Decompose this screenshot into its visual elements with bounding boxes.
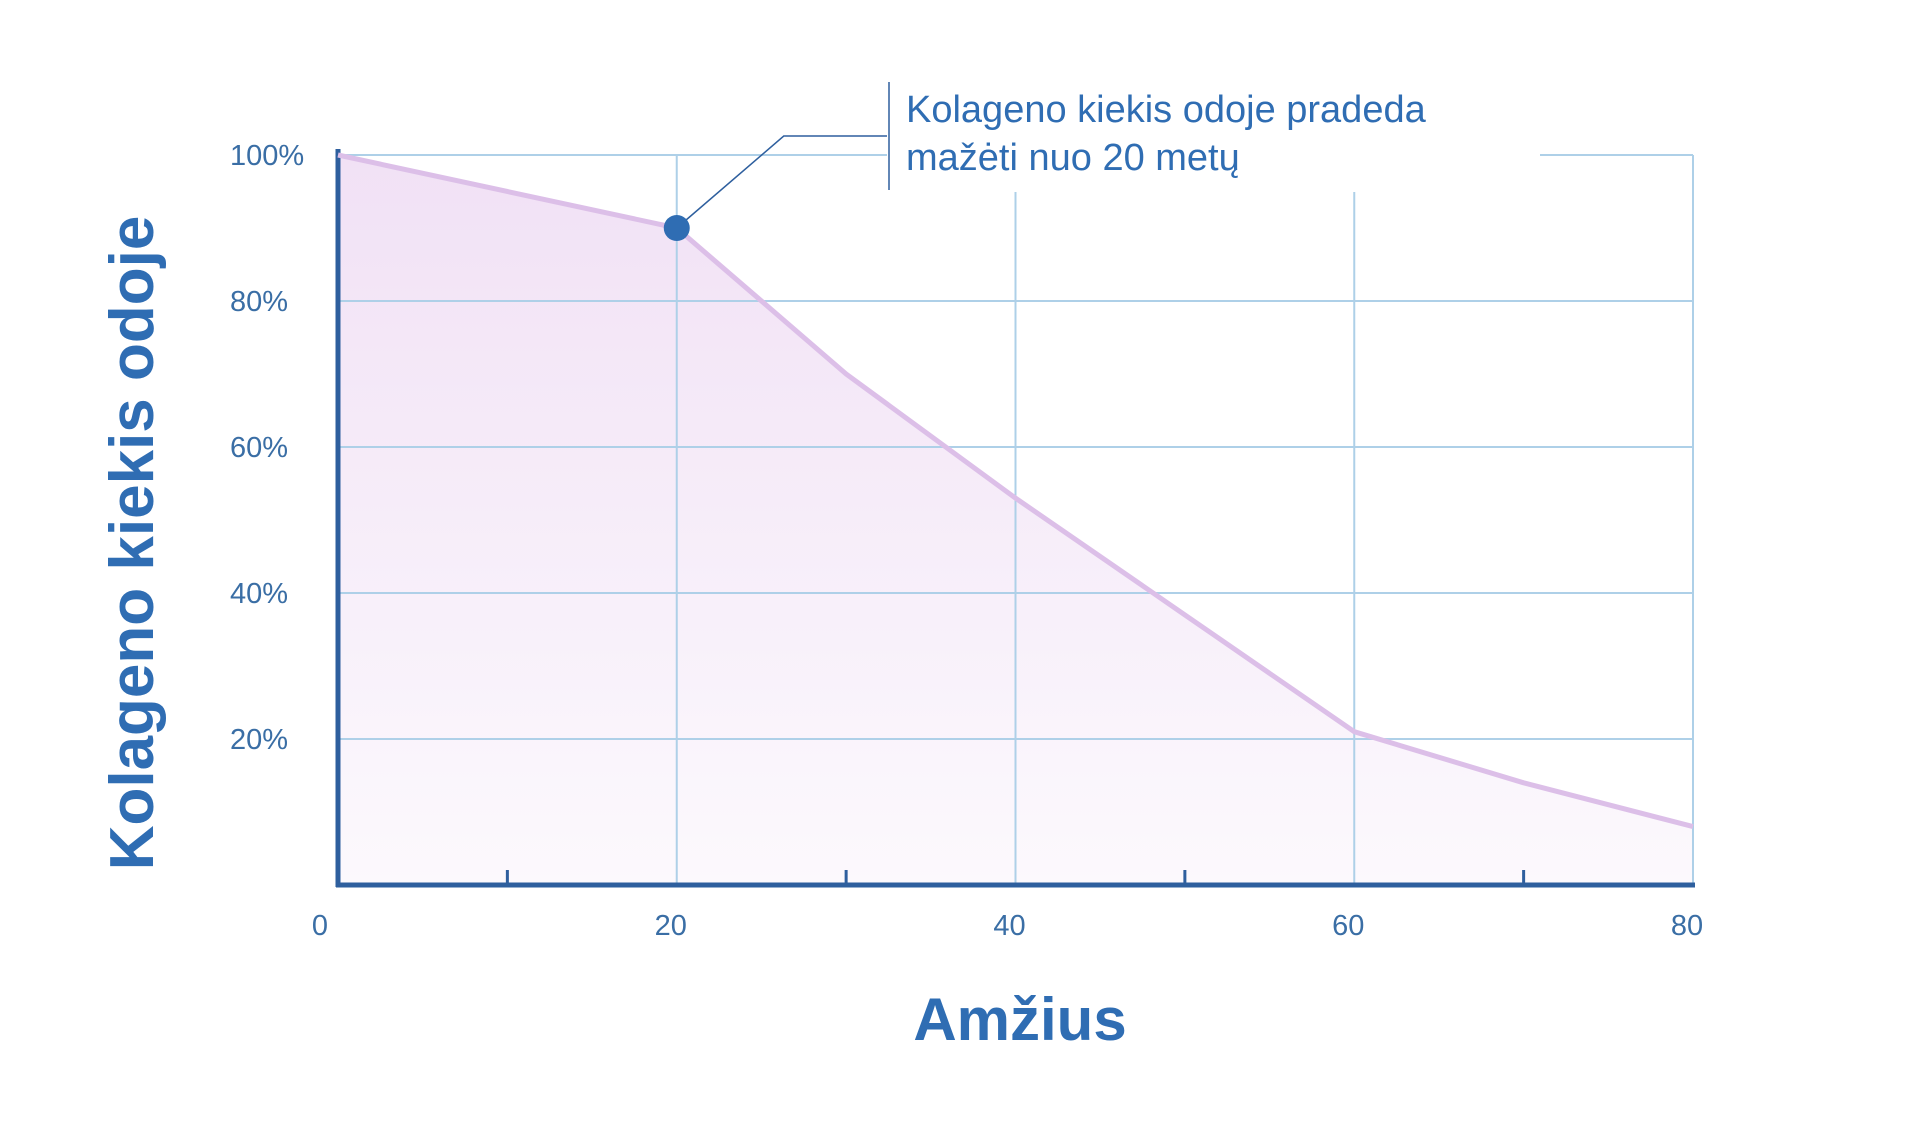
y-tick-label: 20% bbox=[230, 724, 288, 756]
series-line bbox=[337, 152, 1694, 830]
annotation-line-1: Kolageno kiekis odoje pradeda bbox=[906, 89, 1427, 131]
axis-layer bbox=[335, 149, 1695, 888]
y-tick-label: 60% bbox=[230, 432, 288, 464]
y-tick-label: 100% bbox=[230, 140, 304, 172]
annotation-background bbox=[887, 82, 1540, 192]
x-tick-label: 0 bbox=[312, 910, 328, 942]
annotation-line-2: mažėti nuo 20 metų bbox=[906, 137, 1240, 179]
series-line-layer bbox=[337, 135, 1694, 830]
y-axis-title: Kolageno kiekis odoje bbox=[98, 216, 167, 871]
y-tick-label: 80% bbox=[230, 286, 288, 318]
x-axis-title: Amžius bbox=[913, 986, 1126, 1053]
tick-label-layer: 20% 40% 60% 80% 100% 0 20 40 60 80 bbox=[230, 140, 1703, 942]
x-tick-label: 20 bbox=[655, 910, 687, 942]
x-tick-label: 60 bbox=[1332, 910, 1364, 942]
y-tick-label: 40% bbox=[230, 578, 288, 610]
annotation-leader-line bbox=[676, 135, 889, 229]
x-tick-label: 80 bbox=[1671, 910, 1703, 942]
annotation-layer: Kolageno kiekis odoje pradeda mažėti nuo… bbox=[887, 82, 1540, 192]
highlight-point bbox=[663, 215, 690, 241]
x-tick-label: 40 bbox=[993, 910, 1025, 942]
